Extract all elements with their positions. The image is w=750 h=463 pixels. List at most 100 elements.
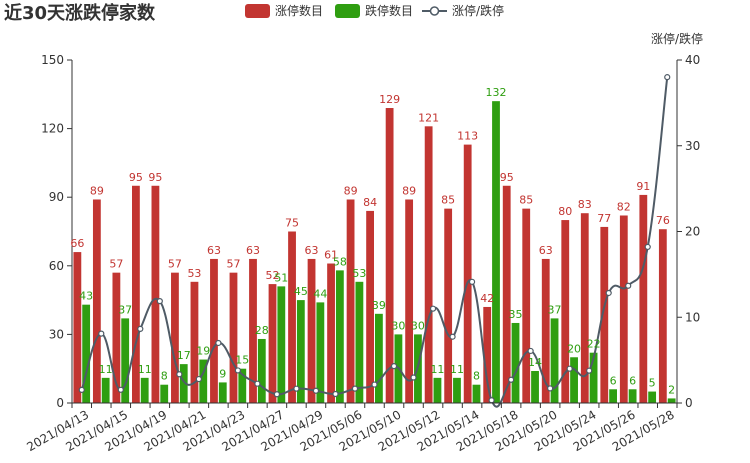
bar-limit-down[interactable] [550, 318, 559, 403]
bar-label-limit-up: 52 [266, 269, 280, 282]
ratio-point[interactable] [644, 243, 651, 251]
bar-limit-up[interactable] [600, 226, 609, 403]
ratio-point[interactable] [488, 397, 495, 404]
bar-limit-up[interactable] [424, 126, 433, 404]
bar-limit-up[interactable] [307, 258, 316, 403]
bar-limit-down[interactable] [609, 389, 617, 403]
ratio-point[interactable] [390, 363, 398, 370]
ratio-point[interactable] [351, 385, 359, 392]
bar-limit-down[interactable] [335, 270, 344, 403]
bar-limit-up[interactable] [288, 231, 296, 404]
ratio-point[interactable] [156, 298, 163, 305]
bar-limit-up[interactable] [112, 272, 121, 403]
bar-limit-down[interactable] [511, 322, 520, 403]
ratio-point[interactable] [254, 380, 261, 387]
ratio-point[interactable] [625, 282, 632, 289]
bar-limit-down[interactable] [101, 377, 110, 403]
ratio-point[interactable] [137, 325, 144, 333]
bar-limit-up[interactable] [580, 213, 589, 403]
bar-limit-up[interactable] [171, 272, 179, 403]
ratio-point[interactable] [508, 376, 515, 383]
ratio-point[interactable] [293, 385, 300, 392]
bar-limit-up[interactable] [249, 258, 257, 403]
ratio-point[interactable] [98, 330, 105, 337]
bar-limit-up[interactable] [444, 208, 453, 403]
ratio-point[interactable] [410, 374, 417, 381]
ratio-point[interactable] [468, 278, 476, 285]
bar-limit-up[interactable] [502, 185, 511, 403]
bar-limit-down[interactable] [648, 391, 657, 403]
bar-limit-down[interactable] [140, 377, 149, 403]
bar-limit-up[interactable] [561, 220, 570, 403]
bar-label-limit-up: 121 [418, 111, 439, 124]
bar-limit-down[interactable] [121, 318, 130, 403]
bar-limit-down[interactable] [179, 364, 188, 403]
ratio-point[interactable] [234, 367, 241, 374]
ratio-point[interactable] [332, 390, 339, 398]
bar-limit-down[interactable] [667, 398, 676, 403]
bar-limit-up[interactable] [151, 185, 160, 403]
bar-limit-up[interactable] [619, 215, 628, 403]
bar-limit-up[interactable] [541, 258, 550, 403]
bar-limit-down[interactable] [628, 389, 637, 403]
bar-limit-up[interactable] [73, 252, 82, 403]
bar-limit-down[interactable] [238, 368, 247, 403]
bar-limit-up[interactable] [92, 199, 101, 403]
bar-limit-down[interactable] [316, 302, 325, 403]
bar-limit-down[interactable] [257, 338, 266, 403]
ratio-point[interactable] [273, 391, 281, 398]
bar-limit-down[interactable] [531, 370, 539, 403]
bar-limit-up[interactable] [658, 229, 667, 403]
bar-limit-down[interactable] [570, 357, 578, 403]
bar-limit-up[interactable] [210, 258, 218, 403]
bar-limit-down[interactable] [296, 300, 305, 403]
bar-limit-up[interactable] [346, 199, 355, 403]
bar-limit-up[interactable] [327, 263, 335, 403]
bar-label-limit-down: 30 [411, 319, 425, 332]
bar-limit-up[interactable] [132, 185, 140, 403]
bar-limit-down[interactable] [472, 384, 481, 403]
ratio-point[interactable] [371, 381, 378, 388]
ratio-point[interactable] [195, 375, 202, 383]
bar-limit-down[interactable] [433, 377, 442, 403]
ratio-point[interactable] [566, 365, 573, 372]
ratio-point[interactable] [664, 74, 671, 81]
bar-limit-up[interactable] [463, 144, 472, 403]
bar-limit-down[interactable] [355, 281, 364, 403]
bar-limit-down[interactable] [492, 101, 500, 403]
bar-limit-up[interactable] [483, 306, 492, 403]
bar-limit-down[interactable] [82, 304, 91, 403]
ratio-point[interactable] [429, 305, 437, 312]
bar-limit-up[interactable] [229, 272, 238, 403]
bar-limit-up[interactable] [366, 210, 374, 403]
bar-limit-down[interactable] [589, 352, 598, 403]
bar-limit-down[interactable] [218, 382, 227, 403]
legend-item-limit-down[interactable]: 跌停数目 [335, 3, 413, 18]
ratio-point[interactable] [176, 371, 183, 378]
legend-item-limit-up[interactable]: 涨停数目 [245, 3, 323, 18]
bar-limit-up[interactable] [268, 284, 277, 403]
ratio-point[interactable] [78, 386, 85, 393]
ratio-point[interactable] [449, 333, 456, 340]
ratio-point[interactable] [215, 339, 222, 347]
bar-limit-up[interactable] [405, 199, 414, 403]
bar-limit-up[interactable] [385, 108, 394, 404]
bar-limit-down[interactable] [277, 286, 286, 403]
ratio-point[interactable] [117, 386, 124, 393]
bar-limit-up[interactable] [190, 281, 199, 403]
bar-limit-down[interactable] [160, 384, 169, 403]
bar-limit-down[interactable] [199, 359, 208, 403]
bar-limit-down[interactable] [375, 313, 383, 403]
ratio-point[interactable] [312, 387, 320, 394]
ratio-point[interactable] [605, 289, 612, 297]
ratio-point[interactable] [586, 367, 593, 374]
bar-limit-up[interactable] [522, 208, 531, 403]
y-right-tick-label: 0 [685, 396, 693, 410]
ratio-point[interactable] [547, 385, 554, 392]
y-left-tick-label: 150 [41, 53, 64, 67]
bar-limit-down[interactable] [453, 377, 461, 403]
legend-item-ratio[interactable]: 涨停/跌停 [422, 3, 504, 18]
bar-limit-up[interactable] [639, 194, 648, 403]
ratio-point[interactable] [527, 347, 534, 355]
